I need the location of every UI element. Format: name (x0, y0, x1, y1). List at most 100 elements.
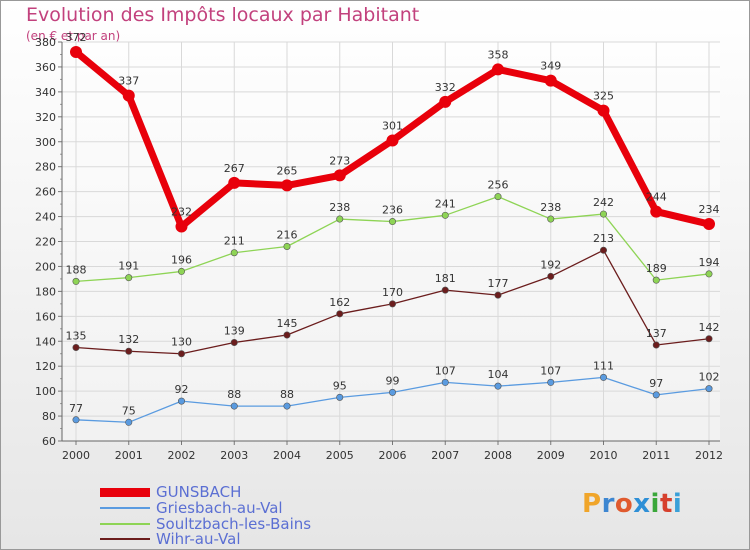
data-label: 145 (277, 317, 298, 330)
legend-label-soultzbach: Soultzbach-les-Bains (156, 515, 312, 533)
data-point (178, 397, 186, 405)
y-tick-label: 140 (35, 335, 56, 348)
data-label: 242 (593, 196, 614, 209)
data-point (333, 169, 346, 182)
y-tick-label: 180 (35, 285, 56, 298)
x-tick-label: 2003 (220, 449, 248, 462)
data-point (125, 347, 133, 355)
x-tick-label: 2010 (590, 449, 618, 462)
data-label: 372 (66, 31, 87, 44)
legend-swatch-soultzbach (100, 523, 150, 525)
data-label: 99 (386, 374, 400, 387)
data-label: 191 (118, 260, 139, 273)
data-point (72, 343, 80, 351)
data-label: 130 (171, 336, 192, 349)
data-point (388, 218, 396, 226)
legend-swatch-griesbach (100, 507, 150, 509)
y-tick-label: 360 (35, 61, 56, 74)
data-point (547, 272, 555, 280)
x-tick-label: 2009 (537, 449, 565, 462)
chart-subtitle: (en € et par an) (26, 29, 121, 43)
legend-item-soultzbach: Soultzbach-les-Bains (100, 515, 360, 533)
data-label: 256 (488, 179, 509, 192)
logo-letter: o (614, 489, 634, 519)
x-tick-label: 2007 (431, 449, 459, 462)
data-point (703, 218, 715, 231)
logo-letter: P (582, 489, 602, 519)
series-griesbach-au-val: 77 75 92 88 88 95 99 107 104 107 111 97 102 (69, 359, 720, 426)
y-tick-label: 220 (35, 236, 56, 249)
data-label: 358 (488, 48, 509, 61)
data-point (228, 176, 241, 189)
data-point (599, 210, 607, 218)
data-label: 104 (488, 368, 509, 381)
legend-label-griesbach: Griesbach-au-Val (156, 499, 283, 517)
legend-swatch-gunsbach (100, 488, 150, 497)
data-point (547, 378, 555, 386)
data-point (70, 45, 82, 58)
data-label: 232 (171, 206, 192, 219)
x-tick-label: 2001 (115, 449, 143, 462)
data-label: 132 (118, 333, 139, 346)
data-point (175, 220, 188, 233)
legend-label-gunsbach: GUNSBACH (156, 483, 242, 501)
x-tick-label: 2005 (326, 449, 354, 462)
data-point (652, 391, 660, 399)
x-tick-label: 2002 (168, 449, 196, 462)
data-point (705, 335, 713, 343)
data-label: 236 (382, 204, 403, 217)
data-point (386, 134, 399, 147)
chart-plot: 60 80 100 120 140 160 180 200 220 240 260 280 300 320… (35, 31, 723, 462)
data-label: 142 (699, 321, 720, 334)
y-tick-label: 260 (35, 186, 56, 199)
series-wihr-au-val: 135 132 130 139 145 162 170 181 177 192 213 137 142 (66, 232, 720, 358)
data-point (72, 416, 80, 424)
data-label: 211 (224, 235, 245, 248)
data-label: 192 (540, 258, 561, 271)
data-point (544, 74, 557, 87)
data-label: 194 (699, 256, 720, 269)
logo-letter: i (672, 489, 683, 519)
data-label: 349 (540, 60, 561, 73)
y-tick-label: 300 (35, 136, 56, 149)
y-tick-label: 100 (35, 385, 56, 398)
data-label: 241 (435, 197, 456, 210)
data-point (336, 393, 344, 401)
data-point (283, 402, 291, 410)
x-tick-label: 2012 (695, 449, 723, 462)
data-label: 332 (435, 81, 456, 94)
series-gunsbach: 372 337 232 267 265 273 301 332 358 349 325 244 234 (66, 31, 720, 233)
logo-letter: x (633, 489, 651, 519)
data-point (230, 338, 238, 346)
legend-swatch-wihr (100, 538, 150, 540)
data-point (336, 215, 344, 223)
data-label: 162 (329, 296, 350, 309)
data-label: 77 (69, 402, 83, 415)
data-label: 301 (382, 120, 403, 133)
data-label: 97 (649, 377, 663, 390)
data-point (178, 350, 186, 358)
proxiti-logo: Proxiti (582, 489, 682, 519)
legend-item-gunsbach: GUNSBACH (100, 483, 360, 501)
data-label: 139 (224, 324, 245, 337)
x-tick-label: 2004 (273, 449, 301, 462)
data-label: 181 (435, 272, 456, 285)
y-tick-label: 160 (35, 310, 56, 323)
data-point (283, 242, 291, 250)
data-point (705, 270, 713, 278)
data-point (441, 378, 449, 386)
data-point (230, 249, 238, 257)
data-point (388, 300, 396, 308)
chart-title: Evolution des Impôts locaux par Habitant (26, 4, 420, 26)
data-label: 325 (593, 90, 614, 103)
data-label: 88 (227, 388, 241, 401)
legend-item-griesbach: Griesbach-au-Val (100, 499, 360, 517)
series-soultzbach-les-bains: 188 191 196 211 216 238 236 241 256 238 242 189 194 (66, 179, 720, 285)
logo-letter: i (650, 489, 660, 519)
data-label: 238 (329, 201, 350, 214)
x-tick-label: 2008 (484, 449, 512, 462)
y-tick-label: 60 (42, 435, 56, 448)
data-point (494, 382, 502, 390)
data-point (336, 310, 344, 318)
data-label: 95 (333, 379, 347, 392)
